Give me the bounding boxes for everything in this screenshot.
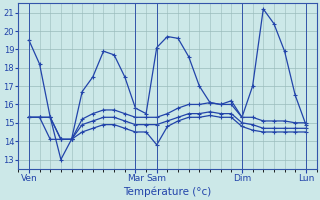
- X-axis label: Température (°c): Température (°c): [123, 186, 212, 197]
